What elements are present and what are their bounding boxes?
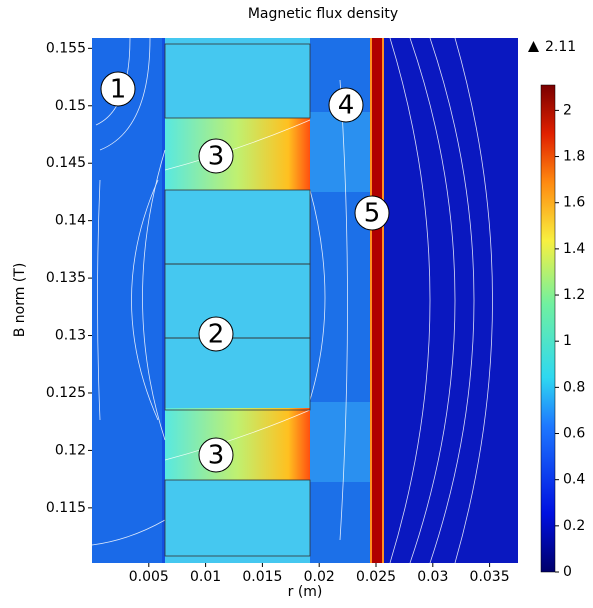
colorbar-tick-label: 1.6 <box>563 195 585 211</box>
y-tick-label: 0.14 <box>55 213 86 229</box>
colorbar-tick-label: 0.8 <box>563 379 585 395</box>
colorbar-tick-label: 0.6 <box>563 426 585 442</box>
annotation: 4 <box>338 91 355 121</box>
x-tick-label: 0.01 <box>190 569 221 585</box>
annotation: 3 <box>208 441 225 471</box>
annotation-circle <box>354 195 390 231</box>
x-tick-label: 0.02 <box>304 569 335 585</box>
field <box>92 38 518 563</box>
x-tick-label: 0.035 <box>470 569 510 585</box>
annotation: 3 <box>208 142 225 172</box>
y-tick-label: 0.115 <box>46 500 86 516</box>
annotation-circle <box>198 316 234 352</box>
y-tick-label: 0.13 <box>55 328 86 344</box>
y-tick-label: 0.15 <box>55 98 86 114</box>
y-tick-label: 0.125 <box>46 385 86 401</box>
colorbar-tick-label: 1.2 <box>563 287 585 303</box>
y-tick-label: 0.155 <box>46 40 86 56</box>
colorbar-tick-label: 2 <box>563 102 572 118</box>
annotation: 1 <box>110 75 127 105</box>
y-tick-label: 0.12 <box>55 442 86 458</box>
colorbar-tick-label: 1.4 <box>563 241 585 257</box>
annotation: 5 <box>364 199 381 229</box>
annotation: 2 <box>208 320 225 350</box>
annotation-circle <box>328 87 364 123</box>
y-tick-label: 0.145 <box>46 155 86 171</box>
max-marker <box>528 41 539 52</box>
x-tick-label: 0.005 <box>129 569 169 585</box>
x-axis-label: r (m) <box>288 584 323 600</box>
colorbar-tick-label: 0.2 <box>563 518 585 534</box>
colorbar-max-label: 2.11 <box>545 39 576 55</box>
annotation-circle <box>100 71 136 107</box>
colorbar <box>540 84 556 573</box>
y-axis-label: B norm (T) <box>12 263 28 338</box>
colorbar-tick-label: 1.8 <box>563 149 585 165</box>
colorbar-tick-label: 0.4 <box>563 472 585 488</box>
y-tick-label: 0.135 <box>46 270 86 286</box>
colorbar-tick-label: 1 <box>563 333 572 349</box>
x-tick-label: 0.03 <box>417 569 448 585</box>
x-tick-label: 0.025 <box>356 569 396 585</box>
x-tick-label: 0.015 <box>242 569 282 585</box>
colorbar-tick-label: 0 <box>563 564 572 580</box>
annotation-circle <box>198 138 234 174</box>
chart-title: Magnetic flux density <box>248 6 398 22</box>
annotation-circle <box>198 437 234 473</box>
